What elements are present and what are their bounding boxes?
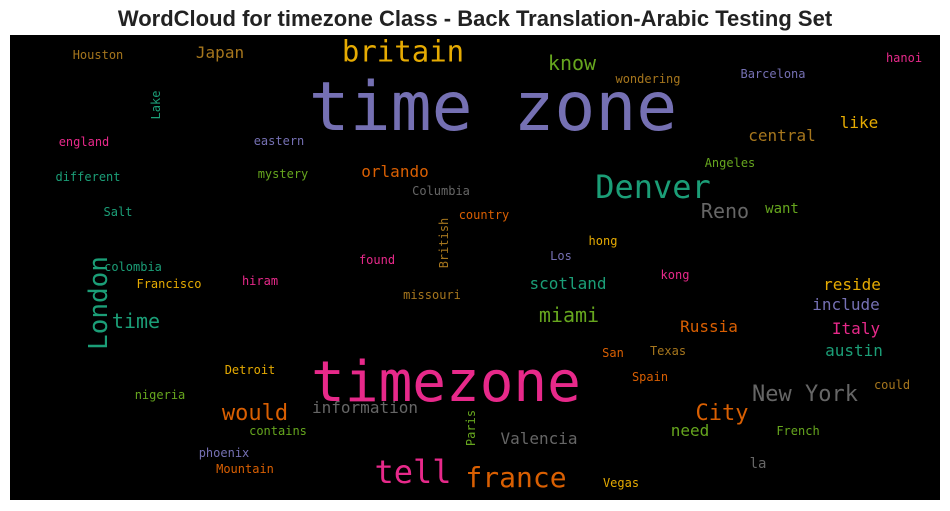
word-country: country [458,208,510,222]
word-wondering: wondering [615,72,681,86]
word-new-york: New York [752,382,858,407]
word-contains: contains [249,424,307,438]
word-missouri: missouri [403,288,461,302]
word-scotland: scotland [529,274,607,293]
word-french: French [776,424,820,438]
word-denver: Denver [595,168,711,206]
word-mystery: mystery [257,167,309,181]
word-colombia: colombia [104,260,162,274]
word-nigeria: nigeria [134,388,186,402]
word-time-zone: time zone [308,68,678,147]
word-know: know [547,51,597,75]
word-kong: kong [660,268,690,282]
word-la: la [749,456,767,472]
word-japan: Japan [195,43,245,62]
word-cloud-canvas: time zone timezone britain Denver London tell… [10,35,940,500]
word-detroit: Detroit [224,363,276,377]
word-texas: Texas [649,344,687,358]
word-columbia: Columbia [412,184,470,198]
word-salt: Salt [103,205,133,219]
word-vegas: Vegas [602,476,640,490]
word-england: england [58,135,110,149]
word-time: time [111,309,161,333]
word-houston: Houston [72,48,124,62]
word-like: like [839,113,879,132]
word-hong: hong [588,234,618,248]
word-francisco: Francisco [136,277,202,291]
word-different: different [55,170,121,184]
word-could: could [873,378,911,392]
word-barcelona: Barcelona [740,67,806,81]
word-british: British [437,217,451,269]
word-reside: reside [823,275,881,294]
word-orlando: orlando [361,162,429,181]
word-angeles: Angeles [704,156,756,170]
word-city: City [695,401,749,426]
word-want: want [765,201,799,217]
word-found: found [358,253,396,267]
word-spain: Spain [631,370,669,384]
word-information: information [312,398,418,417]
word-paris: Paris [464,409,478,447]
word-france: france [465,461,567,494]
word-miami: miami [538,303,600,327]
word-britain: britain [341,35,465,69]
word-reno: Reno [700,199,750,223]
word-timezone: timezone [311,350,581,415]
word-tell: tell [374,453,452,491]
word-mountain: Mountain [216,462,274,476]
word-lake: Lake [149,90,163,120]
word-san: San [602,346,624,360]
word-valencia: Valencia [500,429,578,448]
word-italy: Italy [831,319,881,338]
word-include: include [812,295,880,314]
word-los: Los [550,249,572,263]
word-russia: Russia [680,317,738,336]
word-phoenix: phoenix [198,446,250,460]
word-hiram: hiram [241,274,279,288]
chart-title: WordCloud for timezone Class - Back Tran… [117,6,833,31]
word-hanoi: hanoi [885,51,923,65]
word-central: central [748,126,816,145]
word-austin: austin [825,341,883,360]
word-eastern: eastern [253,134,305,148]
word-would: would [221,401,289,426]
word-need: need [670,421,710,440]
